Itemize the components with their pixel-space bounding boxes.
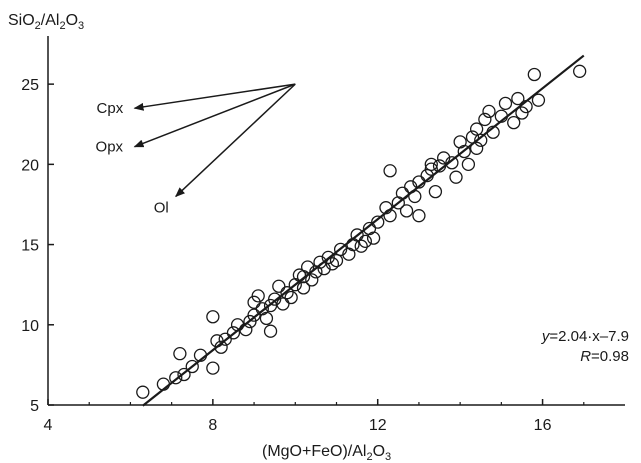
axis-ticks: 4 8 12 16 5 10 15 20 25 <box>21 77 585 434</box>
data-point <box>218 332 232 346</box>
data-point <box>251 289 265 303</box>
data-point <box>507 115 521 130</box>
data-point <box>478 112 492 127</box>
y-tick-label: 20 <box>21 157 39 174</box>
data-point <box>206 310 220 324</box>
y-tick-label: 15 <box>21 238 39 255</box>
data-point <box>206 361 220 375</box>
data-point <box>469 141 484 155</box>
data-point <box>350 228 364 242</box>
data-point <box>474 133 488 147</box>
data-point <box>296 281 311 295</box>
x-tick-label: 4 <box>44 417 53 434</box>
data-point <box>177 367 191 382</box>
data-point <box>358 234 373 249</box>
y-tick-label: 5 <box>30 398 39 415</box>
data-point <box>383 164 397 178</box>
data-point <box>173 347 187 361</box>
vector-arrow-ol <box>175 83 296 198</box>
vector-arrow-opx <box>133 83 296 148</box>
data-point <box>449 170 463 184</box>
y-tick-label: 25 <box>21 77 39 94</box>
vector-label-cpx: Cpx <box>97 100 124 117</box>
data-point <box>515 106 529 120</box>
data-point <box>296 270 311 284</box>
data-point <box>461 157 476 171</box>
data-point <box>457 144 471 159</box>
regression-line <box>142 54 585 407</box>
data-point <box>333 242 348 257</box>
data-point <box>280 286 294 300</box>
data-point <box>354 239 368 253</box>
x-tick-label: 12 <box>369 417 387 434</box>
regression-equation: y=2.04·x–7.9 <box>541 328 629 345</box>
data-point <box>305 273 319 287</box>
data-point <box>527 67 541 82</box>
data-point <box>412 209 426 223</box>
y-tick-label: 10 <box>21 318 39 335</box>
vector-label-opx: Opx <box>96 139 124 156</box>
data-point <box>247 308 261 322</box>
data-point <box>321 250 335 265</box>
data-point <box>272 279 286 293</box>
data-point <box>366 231 381 245</box>
data-point <box>169 371 183 385</box>
data-point <box>136 385 150 399</box>
data-point <box>531 93 546 107</box>
data-point <box>445 156 459 170</box>
data-point <box>511 91 525 106</box>
data-point <box>247 295 261 309</box>
data-point <box>428 184 443 199</box>
x-tick-label: 16 <box>534 417 552 434</box>
mineral-vectors: Cpx Opx Ol <box>96 83 296 216</box>
data-point <box>276 297 290 311</box>
data-point <box>424 157 438 171</box>
y-axis-title: SiO2/Al2O3 <box>8 12 84 32</box>
data-point <box>371 215 385 229</box>
data-point <box>482 104 496 119</box>
data-point <box>284 290 298 305</box>
x-tick-label: 8 <box>208 417 217 434</box>
data-point <box>226 326 241 340</box>
data-point <box>259 311 274 326</box>
data-point <box>399 204 414 218</box>
data-point <box>185 359 199 374</box>
x-axis-title: (MgO+FeO)/Al2O3 <box>262 443 391 463</box>
data-point <box>329 253 344 268</box>
data-point <box>325 257 340 271</box>
data-point <box>573 64 587 78</box>
data-point <box>268 292 282 306</box>
data-point <box>263 324 278 338</box>
data-point <box>437 151 451 165</box>
correlation-coefficient: R=0.98 <box>580 348 629 365</box>
vector-arrow-cpx <box>133 83 296 111</box>
data-point <box>424 162 438 176</box>
data-point <box>243 314 257 329</box>
data-point <box>469 122 484 136</box>
vector-label-ol: Ol <box>154 199 169 216</box>
data-point <box>498 96 513 111</box>
